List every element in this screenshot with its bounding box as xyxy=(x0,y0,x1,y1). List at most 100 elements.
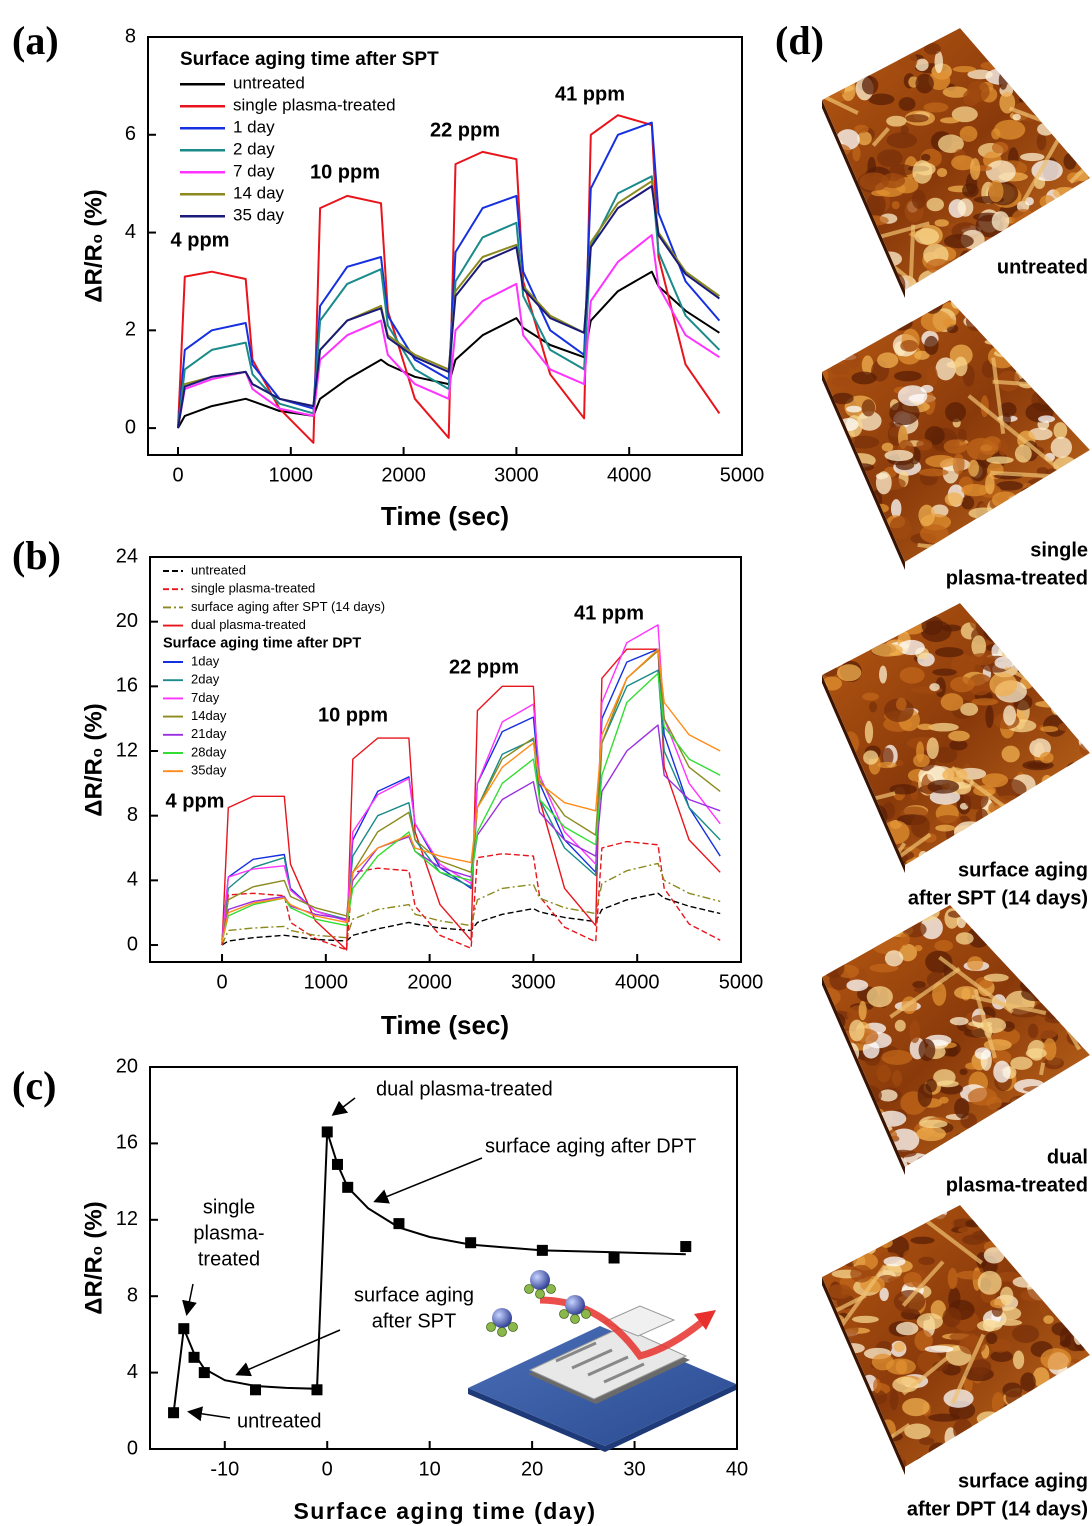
afm-grain xyxy=(824,222,849,230)
afm-grain xyxy=(812,1089,842,1106)
afm-grain xyxy=(1047,1255,1076,1276)
afm-grain xyxy=(882,443,894,452)
legend-label: 35day xyxy=(191,763,227,778)
afm-grain xyxy=(994,1432,1026,1444)
afm-grain xyxy=(966,311,985,331)
afm-caption: plasma-treated xyxy=(946,1174,1088,1196)
afm-grain xyxy=(1050,1429,1062,1441)
afm-grain xyxy=(961,496,974,510)
afm-grain xyxy=(826,448,845,462)
afm-grain xyxy=(877,352,898,368)
afm-grain xyxy=(900,340,918,352)
afm-grain xyxy=(976,251,995,264)
afm-grain xyxy=(838,1143,863,1154)
afm-grain xyxy=(823,956,844,978)
afm-grain xyxy=(1066,1242,1090,1259)
molecule-h xyxy=(560,1310,569,1319)
afm-grain xyxy=(1074,1248,1092,1266)
afm-grain xyxy=(960,703,978,716)
afm-caption: untreated xyxy=(997,256,1088,278)
legend-label: 1day xyxy=(191,653,220,668)
afm-caption: surface aging xyxy=(958,1470,1088,1492)
afm-grain xyxy=(1061,81,1070,103)
afm-grain xyxy=(933,850,952,872)
afm-grain xyxy=(944,234,974,248)
afm-grain xyxy=(1065,719,1089,726)
afm-grain xyxy=(819,1083,851,1102)
afm-grain xyxy=(980,443,999,455)
afm-grain xyxy=(1040,1348,1071,1370)
afm-grain xyxy=(817,609,841,628)
afm-fiber xyxy=(1041,1063,1043,1075)
afm-grain xyxy=(884,1256,906,1266)
afm-grain xyxy=(885,33,903,46)
afm-grain xyxy=(814,1141,840,1152)
afm-grain xyxy=(1014,1227,1022,1237)
afm-grain xyxy=(1073,314,1091,332)
afm-grain xyxy=(1028,626,1060,637)
afm-grain xyxy=(1074,1289,1086,1311)
x-tick-label: 10 xyxy=(419,1458,441,1480)
afm-grain xyxy=(818,182,831,190)
afm-grain xyxy=(1028,240,1042,250)
afm-grain xyxy=(1006,227,1017,244)
y-tick-label: 12 xyxy=(116,1208,138,1230)
afm-grain xyxy=(1063,667,1090,683)
afm-grain xyxy=(892,1070,902,1086)
afm-grain xyxy=(853,197,862,219)
afm-grain xyxy=(1037,133,1047,150)
afm-grain xyxy=(1002,1438,1027,1449)
afm-grain xyxy=(818,717,840,730)
afm-grain xyxy=(985,705,993,728)
afm-grain xyxy=(1005,501,1035,520)
afm-grain xyxy=(992,491,1018,508)
y-tick-label: 24 xyxy=(116,545,138,567)
afm-grain xyxy=(975,1047,991,1059)
afm-caption: after SPT (14 days) xyxy=(908,887,1088,909)
afm-grain xyxy=(863,750,878,764)
afm-grain xyxy=(1017,364,1032,376)
afm-grain xyxy=(841,920,862,934)
afm-grain xyxy=(838,748,846,763)
afm-grain xyxy=(953,66,976,72)
afm-grain xyxy=(1063,776,1088,788)
x-axis-title: Time (sec) xyxy=(381,1010,509,1040)
afm-grain xyxy=(959,250,973,270)
afm-grain xyxy=(1041,775,1052,791)
afm-grain xyxy=(1046,334,1062,341)
afm-grain xyxy=(1026,1048,1047,1058)
afm-grain xyxy=(1035,506,1052,518)
afm-grain xyxy=(1046,595,1072,617)
afm-grain xyxy=(854,125,869,134)
afm-grain xyxy=(958,1149,969,1159)
x-tick-label: 0 xyxy=(322,1458,333,1480)
afm-grain xyxy=(999,71,1008,89)
afm-grain xyxy=(815,260,828,279)
afm-grain xyxy=(1042,60,1060,75)
series-line xyxy=(178,235,719,428)
afm-grain xyxy=(1043,56,1072,75)
afm-grain xyxy=(822,198,841,206)
afm-grain xyxy=(938,1155,967,1171)
afm-grain xyxy=(915,74,933,94)
afm-grain xyxy=(1060,1225,1076,1237)
afm-grain xyxy=(1073,1132,1092,1145)
afm-grain xyxy=(1073,949,1092,965)
afm-grain xyxy=(895,760,903,766)
afm-grain xyxy=(1061,204,1089,223)
afm-grain xyxy=(978,618,992,626)
afm-grain xyxy=(1067,1408,1089,1427)
afm-grain xyxy=(917,21,935,41)
afm-grain xyxy=(913,555,934,565)
afm-grain xyxy=(1041,374,1072,396)
annotation: surface aging xyxy=(354,1284,474,1306)
legend-label: 28day xyxy=(191,744,227,759)
afm-grain xyxy=(872,31,881,53)
annotation: 10 ppm xyxy=(310,161,380,183)
afm-grain xyxy=(854,827,875,838)
afm-grain xyxy=(986,1332,997,1344)
afm-grain xyxy=(846,980,868,992)
afm-grain xyxy=(876,471,892,494)
afm-grain xyxy=(1050,619,1081,637)
afm-grain xyxy=(986,1124,1008,1139)
